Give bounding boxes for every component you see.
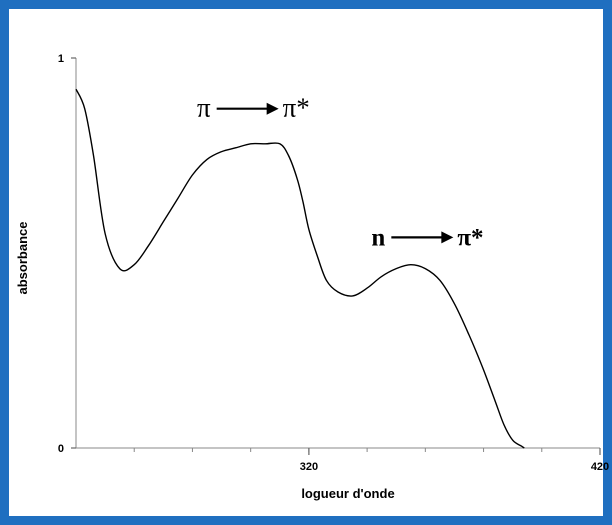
transition-arrowhead <box>266 102 279 115</box>
transition-arrowhead <box>441 231 454 244</box>
x-tick-label: 420 <box>591 461 609 473</box>
annotation-group: π π* n π* <box>197 93 484 252</box>
y-tick-label: 1 <box>58 53 64 65</box>
tick-group: 320 420 0 1 <box>58 53 609 473</box>
transition-label-end: π* <box>283 93 310 123</box>
transition-label-start: π <box>197 93 211 123</box>
y-tick-label: 0 <box>58 443 64 455</box>
transition-label-start: n <box>371 224 385 251</box>
y-axis-label: absorbance <box>15 222 30 295</box>
x-axis-label: logueur d'onde <box>301 486 394 501</box>
absorbance-curve <box>75 88 525 449</box>
x-tick-label: 320 <box>300 461 318 473</box>
transition-label-end: π* <box>457 224 483 251</box>
